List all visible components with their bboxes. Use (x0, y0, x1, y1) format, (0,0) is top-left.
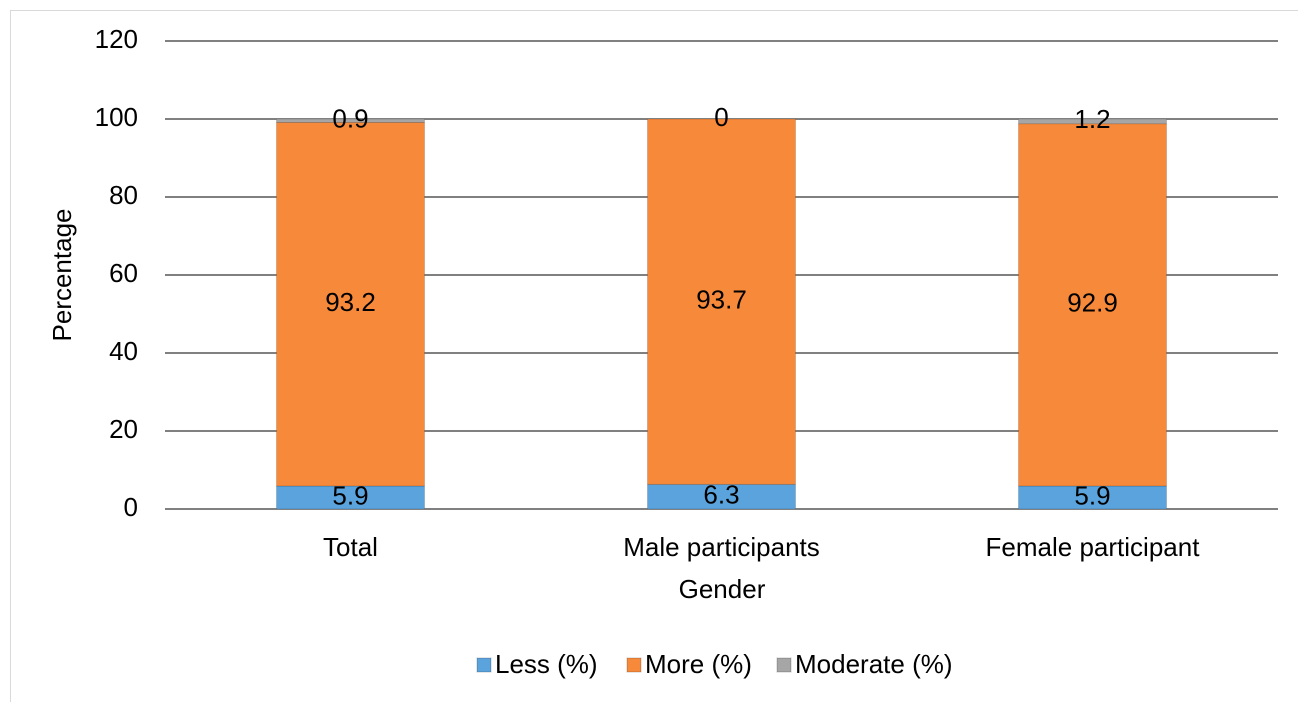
y-tick-label: 80 (109, 180, 138, 210)
legend-label: Moderate (%) (795, 649, 953, 679)
chart-border (10, 10, 1298, 702)
x-tick-label: Male participants (623, 532, 820, 562)
data-label: 5.9 (1074, 480, 1110, 510)
y-tick-label: 0 (124, 492, 138, 522)
x-tick-label: Total (323, 532, 378, 562)
y-tick-label: 120 (95, 24, 138, 54)
legend-label: Less (%) (495, 649, 598, 679)
data-label: 6.3 (703, 480, 739, 510)
data-label: 1.2 (1074, 104, 1110, 134)
data-label: 92.9 (1067, 288, 1118, 318)
x-tick-label: Female participant (986, 532, 1201, 562)
bar-segment (276, 122, 425, 487)
y-tick-label: 100 (95, 102, 138, 132)
bar-segment (647, 483, 796, 510)
legend-swatch (626, 657, 642, 673)
y-tick-label: 20 (109, 414, 138, 444)
y-tick-label: 40 (109, 336, 138, 366)
bar-segment (1018, 118, 1167, 125)
data-label: 5.9 (332, 480, 368, 510)
bar-segment (276, 118, 425, 124)
bar-segment (647, 118, 796, 485)
bar-segment (1018, 123, 1167, 487)
y-tick-label: 60 (109, 258, 138, 288)
data-label: 93.7 (696, 285, 747, 315)
x-axis-label: Gender (679, 574, 766, 604)
data-label: 0.9 (332, 104, 368, 134)
legend-label: More (%) (645, 649, 752, 679)
legend-swatch (476, 657, 492, 673)
legend-swatch (776, 657, 792, 673)
data-label: 93.2 (325, 287, 376, 317)
y-axis-label: Percentage (47, 209, 77, 342)
data-label: 0 (714, 102, 728, 132)
